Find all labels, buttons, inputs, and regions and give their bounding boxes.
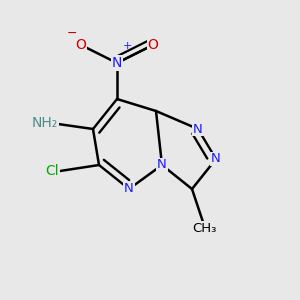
Text: −: − xyxy=(67,26,77,40)
Text: N: N xyxy=(211,152,221,166)
Text: N: N xyxy=(124,182,134,196)
Text: NH₂: NH₂ xyxy=(32,116,58,130)
Text: N: N xyxy=(157,158,167,172)
Text: Cl: Cl xyxy=(46,164,59,178)
Text: N: N xyxy=(193,122,203,136)
Text: CH₃: CH₃ xyxy=(192,221,216,235)
Text: O: O xyxy=(76,38,86,52)
Text: +: + xyxy=(123,41,132,52)
Text: O: O xyxy=(148,38,158,52)
Text: N: N xyxy=(112,56,122,70)
